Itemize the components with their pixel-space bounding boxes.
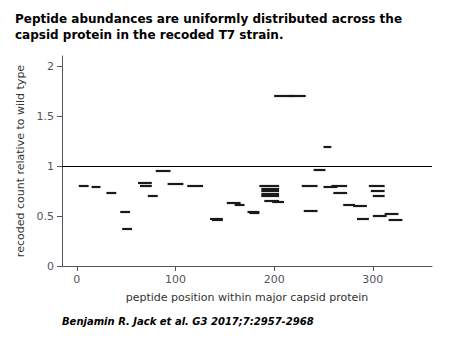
svg-text:0: 0 [47,260,54,273]
svg-text:2: 2 [47,60,54,73]
svg-text:200: 200 [264,273,285,286]
svg-text:1.5: 1.5 [37,110,55,123]
svg-text:recoded count relative to wild: recoded count relative to wild type [14,65,27,258]
svg-text:300: 300 [362,273,383,286]
svg-text:0: 0 [73,273,80,286]
svg-text:Benjamin R. Jack et al. G3 201: Benjamin R. Jack et al. G3 2017;7:2957-2… [62,316,314,327]
svg-text:Peptide abundances are uniform: Peptide abundances are uniformly distrib… [15,12,406,26]
svg-text:peptide position within major: peptide position within major capsid pro… [126,291,369,304]
svg-text:100: 100 [165,273,186,286]
svg-text:0.5: 0.5 [37,210,55,223]
svg-text:capsid protein in the recoded: capsid protein in the recoded T7 strain. [15,28,283,42]
svg-text:1: 1 [47,160,54,173]
